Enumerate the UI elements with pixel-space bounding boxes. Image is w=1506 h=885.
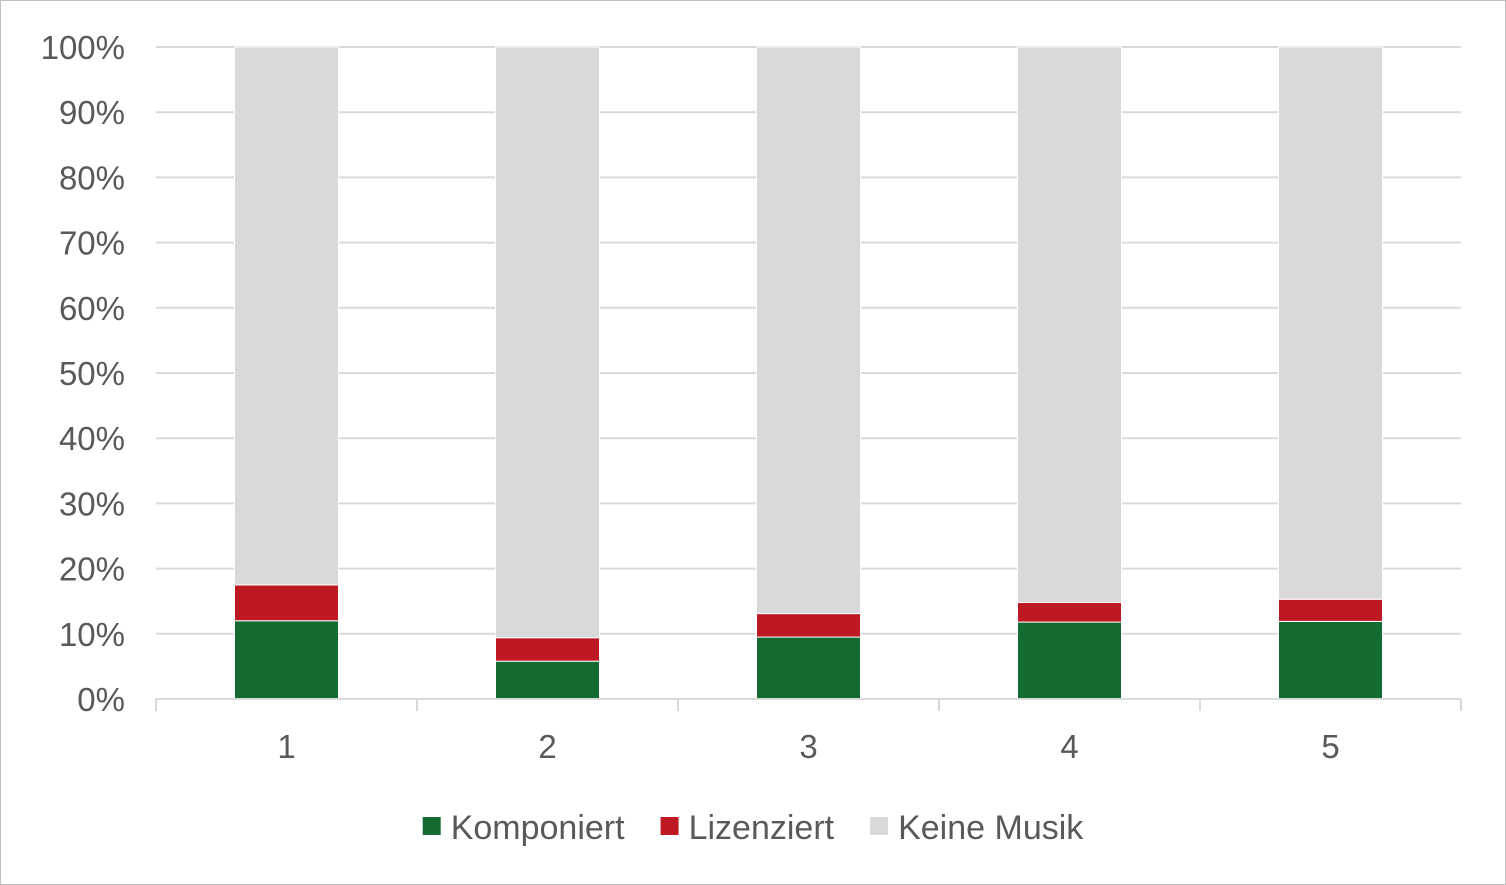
y-tick-label: 80%	[59, 159, 125, 196]
x-tick-label: 3	[799, 728, 817, 765]
y-tick-label: 90%	[59, 94, 125, 131]
y-tick-label: 70%	[59, 225, 125, 262]
legend-label: Komponiert	[451, 809, 625, 847]
legend-item: Komponiert	[422, 809, 625, 847]
x-axis	[155, 698, 1462, 711]
legend-item: Keine Musik	[870, 809, 1084, 847]
y-tick-label: 50%	[59, 355, 125, 392]
y-axis-labels: 0% 10% 20% 30% 40% 50% 60% 70% 80% 90% 100%	[41, 29, 125, 718]
bar-segment	[234, 584, 339, 622]
legend-swatch	[660, 817, 679, 835]
x-tick-label: 4	[1060, 728, 1078, 765]
bar-segment	[495, 46, 600, 639]
legend: Komponiert Lizenziert Keine Musik	[422, 809, 1084, 847]
bar-segment	[1278, 620, 1383, 700]
y-tick-label: 10%	[59, 616, 125, 653]
bar-segment	[1278, 598, 1383, 622]
x-tick-label: 5	[1321, 728, 1339, 765]
legend-label: Keine Musik	[898, 809, 1084, 847]
bar-segment	[495, 637, 600, 662]
y-tick-label: 60%	[59, 290, 125, 327]
bar-segment	[495, 660, 600, 700]
x-axis-labels: 1 2 3 4 5	[277, 728, 1339, 765]
bar-segment	[234, 620, 339, 700]
x-tick-label: 1	[277, 728, 295, 765]
bar-segment	[1017, 621, 1122, 700]
bar-segment	[1017, 602, 1122, 623]
bar-segment	[234, 46, 339, 586]
legend-swatch	[870, 817, 889, 835]
y-tick-label: 100%	[41, 29, 125, 66]
legend-swatch	[422, 817, 441, 835]
y-tick-label: 20%	[59, 551, 125, 588]
bar-segment	[756, 46, 861, 615]
bar-segment	[756, 613, 861, 638]
y-tick-label: 30%	[59, 485, 125, 522]
x-tick-label: 2	[538, 728, 556, 765]
y-tick-label: 0%	[77, 681, 125, 718]
bars	[234, 46, 1383, 700]
legend-item: Lizenziert	[660, 809, 835, 847]
y-tick-label: 40%	[59, 420, 125, 457]
bar-segment	[1278, 46, 1383, 600]
bar-segment	[756, 636, 861, 700]
legend-label: Lizenziert	[689, 809, 835, 847]
bar-segment	[1017, 46, 1122, 604]
